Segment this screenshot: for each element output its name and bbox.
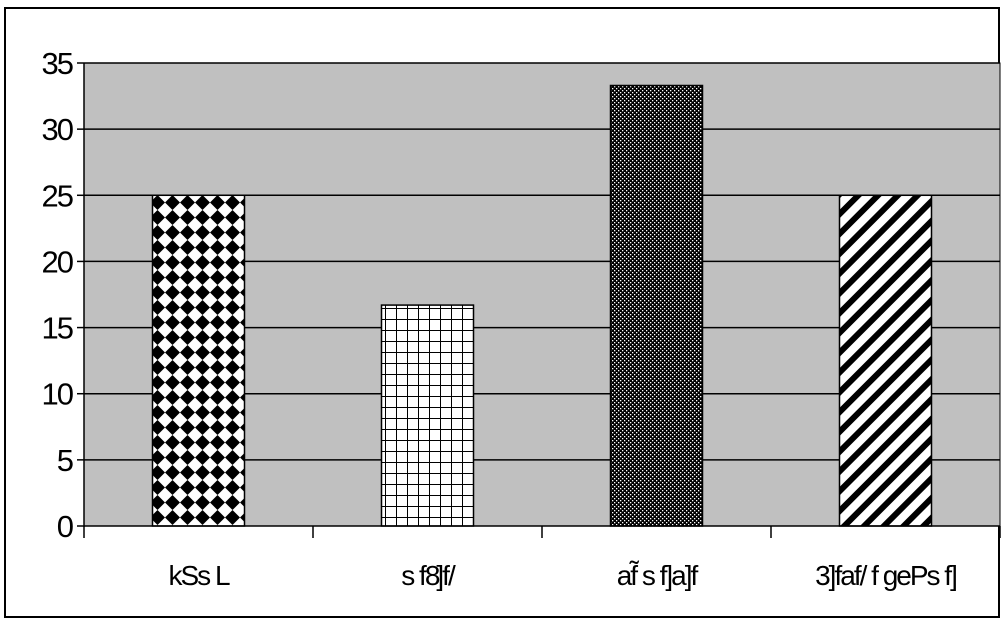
axis-labels: 0 5 10 15 20 25 30 35 kSs L s f8]f/af̃ s f]a]f 3]… — [42, 46, 959, 591]
x-category-label-2: s f8]f/ — [401, 560, 456, 591]
y-tick-label-15: 15 — [42, 311, 73, 346]
y-tick-label-0: 0 — [57, 509, 74, 544]
bar-1 — [151, 194, 246, 527]
axes — [77, 62, 1001, 538]
y-tick-label-30: 30 — [42, 112, 74, 147]
bar-2 — [380, 304, 475, 527]
x-category-label-3: af̃ s f]a]f — [617, 560, 699, 591]
bar-4 — [838, 194, 933, 527]
y-tick-label-10: 10 — [42, 377, 74, 412]
y-tick-label-25: 25 — [42, 178, 73, 213]
y-tick-label-20: 20 — [42, 244, 74, 279]
x-category-label-4: 3]faf/ f gePs f] — [815, 560, 956, 591]
y-tick-label-5: 5 — [57, 443, 73, 478]
bar-3 — [609, 84, 704, 527]
bars — [151, 84, 933, 527]
x-category-label-1: kSs L — [168, 560, 229, 591]
y-tick-label-35: 35 — [42, 46, 73, 81]
